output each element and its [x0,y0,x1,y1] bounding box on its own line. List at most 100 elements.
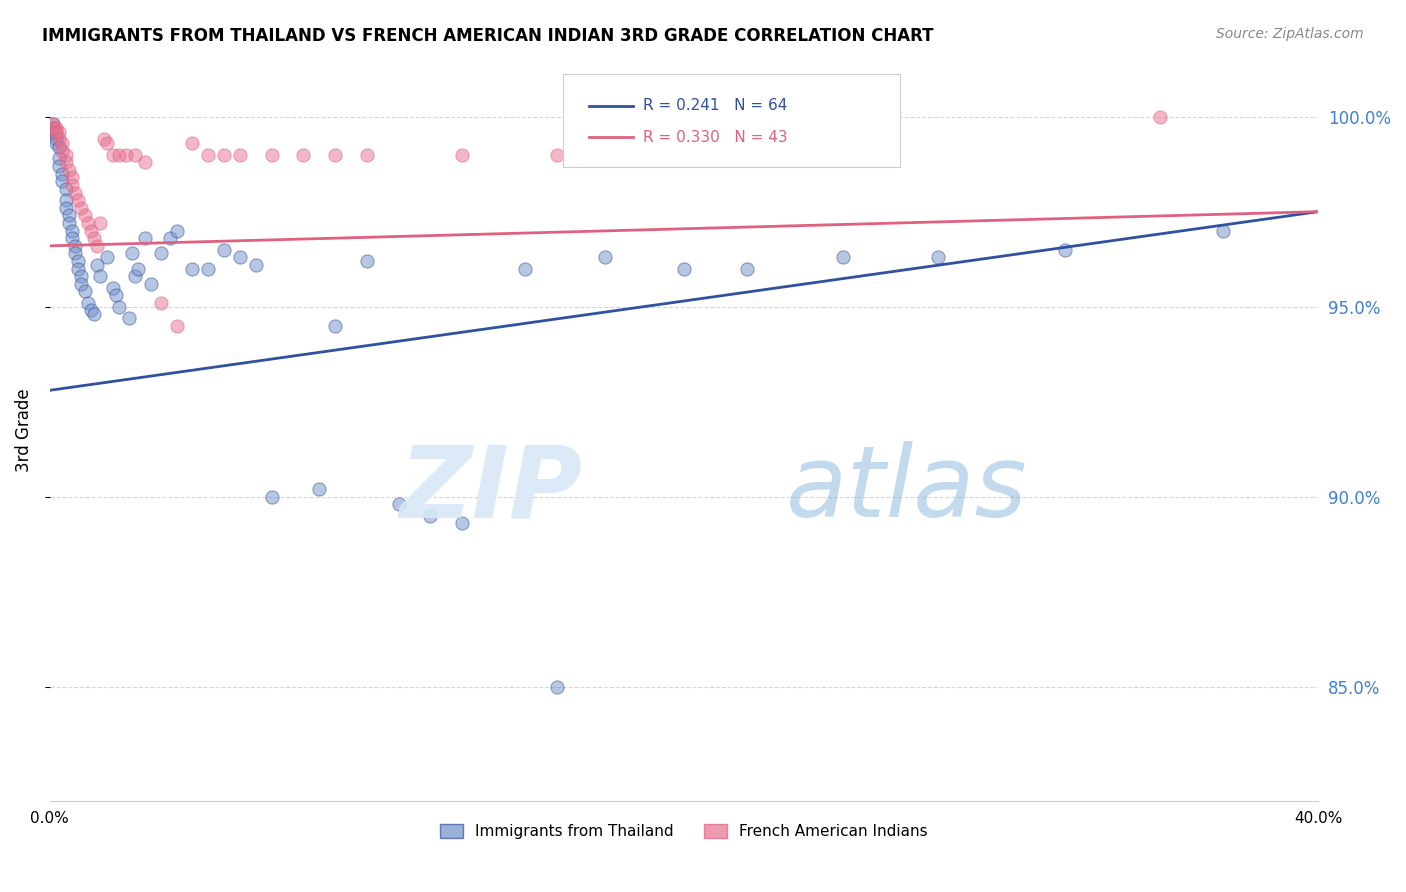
Point [55,147,77,161]
Point [546,680,568,694]
Point [42,117,65,131]
Point [60,170,83,185]
Point [141,277,163,291]
Point [60,231,83,245]
Point [76,216,98,230]
Point [96,136,118,151]
Point [159,231,181,245]
Point [181,136,204,151]
Point [42,121,65,136]
Point [58,216,80,230]
Point [67,254,90,268]
Point [212,147,235,161]
Point [245,258,267,272]
Point [89,216,111,230]
Point [672,147,695,161]
Point [70,277,93,291]
Point [48,132,70,146]
Point [1212,224,1234,238]
Point [737,261,759,276]
Point [42,121,65,136]
Point [42,117,65,131]
Text: R = 0.241   N = 64: R = 0.241 N = 64 [644,98,787,113]
Point [48,152,70,166]
Point [96,250,118,264]
Point [55,155,77,169]
Point [45,125,67,139]
Point [67,261,90,276]
Point [45,132,67,146]
Point [134,231,156,245]
Point [55,182,77,196]
Point [323,318,346,333]
Point [48,125,70,139]
Point [83,231,105,245]
Point [48,159,70,173]
Point [73,209,96,223]
Point [451,147,474,161]
Point [229,147,252,161]
Legend: Immigrants from Thailand, French American Indians: Immigrants from Thailand, French America… [434,818,934,845]
Point [101,281,124,295]
Point [356,254,378,268]
Point [73,285,96,299]
Point [515,261,537,276]
Point [45,121,67,136]
Point [260,490,283,504]
Point [356,147,378,161]
Point [387,497,409,511]
Point [93,132,115,146]
Point [108,300,131,314]
Point [212,243,235,257]
Point [121,246,143,260]
Point [51,144,73,158]
Point [55,201,77,215]
Point [124,147,146,161]
Point [672,261,695,276]
Point [51,167,73,181]
Point [86,258,108,272]
Point [63,239,86,253]
Point [114,147,136,161]
Point [1149,110,1171,124]
Point [451,516,474,531]
Point [118,311,141,326]
Point [55,193,77,207]
Point [89,269,111,284]
Point [181,261,204,276]
Point [419,508,441,523]
Point [197,147,219,161]
Point [1053,243,1076,257]
Point [76,296,98,310]
Y-axis label: 3rd Grade: 3rd Grade [15,388,32,472]
Point [831,250,853,264]
Point [51,136,73,151]
Point [101,147,124,161]
Point [108,147,131,161]
Text: R = 0.330   N = 43: R = 0.330 N = 43 [644,130,787,145]
Point [308,482,330,496]
Text: atlas: atlas [786,441,1028,538]
Point [197,261,219,276]
Point [63,186,86,200]
Point [127,261,149,276]
Text: Source: ZipAtlas.com: Source: ZipAtlas.com [1216,27,1364,41]
Point [166,224,188,238]
Point [70,201,93,215]
Point [70,269,93,284]
Point [260,147,283,161]
Point [83,307,105,321]
Point [593,250,616,264]
Point [292,147,315,161]
Point [42,125,65,139]
Point [927,250,949,264]
Point [67,193,90,207]
Point [86,239,108,253]
Point [323,147,346,161]
Point [45,136,67,151]
Point [149,296,172,310]
Text: IMMIGRANTS FROM THAILAND VS FRENCH AMERICAN INDIAN 3RD GRADE CORRELATION CHART: IMMIGRANTS FROM THAILAND VS FRENCH AMERI… [42,27,934,45]
Point [80,303,103,318]
FancyBboxPatch shape [564,74,900,167]
Point [51,174,73,188]
